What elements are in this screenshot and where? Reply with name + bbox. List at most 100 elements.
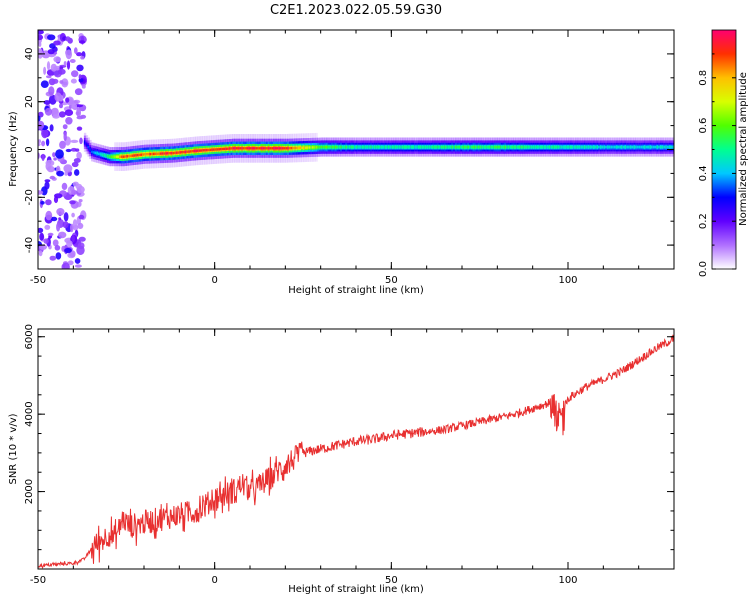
noise-blob xyxy=(54,92,62,102)
noise-blob xyxy=(76,64,84,72)
ridge-cell xyxy=(398,145,401,149)
noise-blob xyxy=(56,170,64,177)
noise-blob xyxy=(63,61,67,66)
ridge-cell xyxy=(119,155,122,158)
ridge-cell xyxy=(580,145,583,149)
ridge-cell xyxy=(499,145,502,149)
y-tick-label: 40 xyxy=(24,48,35,61)
noise-blob xyxy=(74,88,83,96)
ridge-cell xyxy=(117,155,120,158)
noise-blob xyxy=(56,208,65,216)
ridge-cell xyxy=(280,147,283,150)
ridge-cell xyxy=(665,145,668,149)
ridge-cell xyxy=(345,145,348,149)
noise-blob xyxy=(46,61,51,71)
ridge-cell xyxy=(477,145,481,149)
ridge-cell xyxy=(500,145,504,149)
ridge-cell xyxy=(559,145,562,149)
ridge-cell xyxy=(647,145,650,149)
ridge-cell xyxy=(538,145,541,149)
snr-ticks: -50 0 50 100 2000 4000 6000 xyxy=(24,324,675,586)
colorbar-tick-label: 0.4 xyxy=(698,165,709,181)
ridge-cell xyxy=(168,152,172,155)
ridge-cell xyxy=(568,145,571,149)
ridge-cell xyxy=(421,145,424,149)
ridge-cell xyxy=(539,145,543,149)
y-tick-label: 2000 xyxy=(24,479,35,504)
ridge-cell xyxy=(129,154,133,158)
ridge-cell xyxy=(204,149,207,152)
ridge-cell xyxy=(525,145,528,149)
ridge-cell xyxy=(373,145,377,149)
ridge-cell xyxy=(606,145,610,149)
noise-blob xyxy=(41,153,45,161)
ridge-cell xyxy=(444,145,447,149)
ridge-cell xyxy=(474,145,477,149)
ridge-cell xyxy=(419,145,422,149)
ridge-cell xyxy=(564,145,567,149)
ridge-cell xyxy=(386,145,389,149)
spectrogram-ridge xyxy=(83,132,674,171)
ridge-cell xyxy=(569,145,573,149)
colorbar-tick-label: 0.0 xyxy=(698,261,709,277)
ridge-cell xyxy=(122,155,126,158)
ridge-cell xyxy=(462,145,465,149)
ridge-cell xyxy=(225,147,228,150)
ridge-cell xyxy=(145,153,149,156)
ridge-cell xyxy=(154,152,157,155)
noise-blob xyxy=(38,142,41,147)
ridge-cell xyxy=(612,145,615,149)
noise-blob xyxy=(48,86,55,96)
noise-blob xyxy=(38,34,44,41)
noise-blob xyxy=(57,68,66,75)
x-tick-label: 50 xyxy=(385,275,398,286)
noise-blob xyxy=(44,224,51,230)
ridge-cell xyxy=(493,145,497,149)
ridge-cell xyxy=(182,150,186,154)
ridge-cell xyxy=(629,145,633,149)
noise-blob xyxy=(64,109,74,116)
ridge-cell xyxy=(216,148,219,151)
noise-blob xyxy=(71,212,75,218)
ridge-cell xyxy=(248,147,251,150)
noise-blob xyxy=(62,81,68,86)
ridge-cell xyxy=(333,145,336,149)
ridge-cell xyxy=(530,145,534,149)
ridge-cell xyxy=(409,145,412,149)
noise-blob xyxy=(53,56,61,63)
ridge-cell xyxy=(165,152,168,155)
colorbar: 0.0 0.2 0.4 0.6 0.8 Normalized spectral ampl… xyxy=(698,29,749,277)
ridge-cell xyxy=(295,146,299,150)
noise-blob xyxy=(71,189,77,196)
ridge-cell xyxy=(211,148,214,151)
noise-blob xyxy=(59,103,63,109)
noise-blob xyxy=(76,151,82,160)
ridge-cell xyxy=(453,145,456,149)
noise-blob xyxy=(50,63,57,72)
y-tick-label: -20 xyxy=(24,189,35,205)
ridge-cell xyxy=(635,145,638,149)
ridge-cell xyxy=(230,147,233,150)
ridge-cell xyxy=(347,145,350,149)
ridge-cell xyxy=(262,147,265,150)
ridge-cell xyxy=(515,145,518,149)
noise-blob xyxy=(72,219,78,229)
ridge-cell xyxy=(269,147,272,150)
ridge-cell xyxy=(242,147,246,150)
ridge-cell xyxy=(440,145,444,149)
ridge-cell xyxy=(361,145,364,149)
ridge-cell xyxy=(85,143,89,146)
noise-blob xyxy=(74,148,80,152)
ridge-cell xyxy=(112,155,115,158)
ridge-cell xyxy=(135,154,138,157)
ridge-cell xyxy=(426,145,430,149)
noise-blob xyxy=(71,161,79,168)
ridge-cell xyxy=(652,145,656,149)
ridge-cell xyxy=(610,145,613,149)
colorbar-tick-label: 0.2 xyxy=(698,213,709,229)
ridge-cell xyxy=(218,148,221,151)
ridge-cell xyxy=(281,147,285,150)
noise-blob xyxy=(55,149,64,159)
x-tick-label: -50 xyxy=(30,575,46,586)
ridge-cell xyxy=(198,149,202,152)
